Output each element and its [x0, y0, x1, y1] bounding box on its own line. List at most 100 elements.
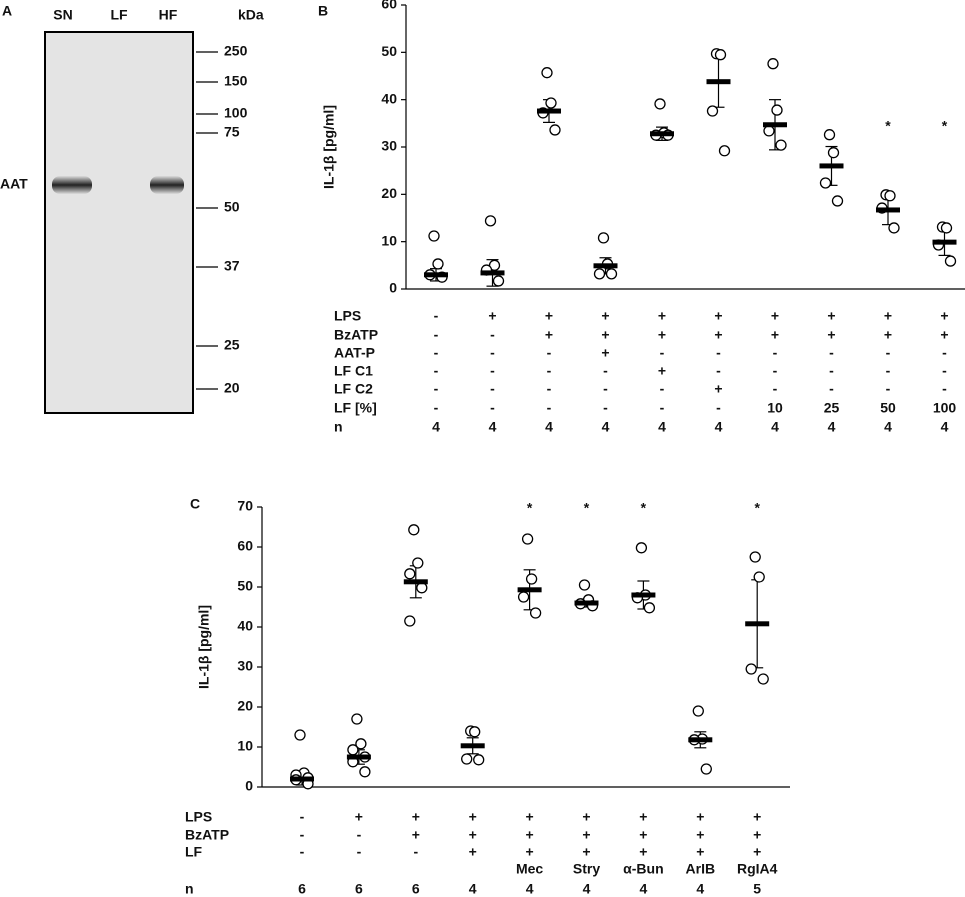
condition-label: LF: [185, 844, 203, 860]
condition-value: +: [639, 844, 647, 860]
significance-mark: *: [942, 118, 948, 134]
unit-label: kDa: [238, 7, 264, 23]
condition-value: -: [434, 363, 439, 379]
y-tick-label: 40: [237, 618, 253, 634]
condition-value: -: [660, 345, 665, 361]
condition-value: -: [773, 363, 778, 379]
lane-label: SN: [53, 7, 72, 23]
band-label: AAT: [0, 176, 28, 192]
condition-value: +: [658, 363, 666, 379]
data-point: [884, 190, 896, 202]
condition-value: 4: [469, 881, 477, 897]
condition-value: -: [300, 827, 305, 843]
marker-label: 20: [224, 380, 240, 396]
data-point: [412, 557, 424, 569]
condition-value: +: [526, 844, 534, 860]
condition-value: 6: [298, 881, 306, 897]
data-point: [763, 125, 775, 137]
data-point: [635, 542, 648, 554]
condition-value: -: [434, 308, 439, 324]
condition-value: +: [827, 308, 835, 324]
y-tick-label: 10: [381, 232, 397, 248]
condition-label: n: [334, 419, 343, 435]
data-point: [469, 726, 481, 738]
condition-value: -: [660, 400, 665, 416]
condition-value: 6: [355, 881, 363, 897]
mean-bar: [290, 776, 314, 782]
condition-value: -: [773, 381, 778, 397]
condition-value: +: [412, 809, 420, 825]
condition-value: -: [716, 363, 721, 379]
condition-value: 4: [696, 881, 704, 897]
condition-label: LF C1: [334, 363, 373, 379]
condition-label: AAT-P: [334, 345, 375, 361]
condition-value: -: [942, 363, 947, 379]
condition-value: -: [300, 844, 305, 860]
data-point: [643, 602, 656, 614]
blot-band: [52, 176, 92, 194]
condition-value: +: [753, 827, 761, 843]
condition-value: +: [355, 809, 363, 825]
marker-label: 37: [224, 258, 240, 274]
condition-value: +: [827, 327, 835, 343]
condition-value: -: [434, 400, 439, 416]
mean-bar: [403, 579, 428, 585]
condition-value: Mec: [516, 861, 543, 877]
data-point: [428, 230, 440, 242]
data-point: [757, 673, 769, 685]
data-point: [294, 729, 306, 741]
condition-value: -: [603, 400, 608, 416]
y-tick-label: 10: [237, 738, 253, 754]
significance-mark: *: [584, 500, 590, 516]
condition-value: 4: [771, 419, 779, 435]
data-point: [714, 49, 727, 61]
condition-value: 4: [640, 881, 648, 897]
y-tick-label: 60: [237, 538, 253, 554]
data-point: [404, 615, 416, 627]
data-point: [545, 97, 557, 109]
data-point: [706, 105, 719, 117]
condition-value: -: [829, 363, 834, 379]
condition-value: +: [658, 308, 666, 324]
condition-value: +: [601, 345, 609, 361]
condition-value: 4: [526, 881, 534, 897]
data-point: [745, 663, 757, 675]
condition-label: LF [%]: [334, 400, 377, 416]
data-point: [404, 568, 416, 580]
marker-label: 25: [224, 337, 240, 353]
marker-label: 100: [224, 105, 248, 121]
panel-label: A: [2, 3, 12, 19]
significance-mark: *: [527, 500, 533, 516]
mean-bar: [688, 737, 713, 743]
mean-bar: [706, 79, 731, 85]
y-tick-label: 0: [389, 280, 397, 296]
condition-value: 4: [545, 419, 553, 435]
condition-value: -: [357, 844, 362, 860]
data-point: [432, 258, 444, 270]
condition-label: LF C2: [334, 381, 373, 397]
condition-value: 4: [658, 419, 666, 435]
condition-value: -: [490, 345, 495, 361]
panel-label: B: [318, 3, 328, 19]
data-point: [692, 705, 704, 717]
condition-value: +: [545, 327, 553, 343]
condition-value: +: [753, 809, 761, 825]
data-point: [819, 177, 832, 189]
condition-value: -: [434, 381, 439, 397]
condition-value: -: [357, 827, 362, 843]
y-axis-label: IL-1β [pg/ml]: [196, 605, 212, 689]
condition-value: +: [545, 308, 553, 324]
y-axis-label: IL-1β [pg/ml]: [321, 105, 337, 189]
condition-value: 4: [884, 419, 892, 435]
data-point: [529, 607, 542, 619]
condition-value: +: [582, 827, 590, 843]
condition-label: BzATP: [334, 327, 378, 343]
condition-value: -: [603, 363, 608, 379]
condition-value: ArIB: [686, 861, 716, 877]
significance-mark: *: [885, 118, 891, 134]
condition-value: -: [490, 327, 495, 343]
blot-membrane: [44, 31, 194, 414]
condition-value: Stry: [573, 861, 600, 877]
condition-value: -: [547, 363, 552, 379]
